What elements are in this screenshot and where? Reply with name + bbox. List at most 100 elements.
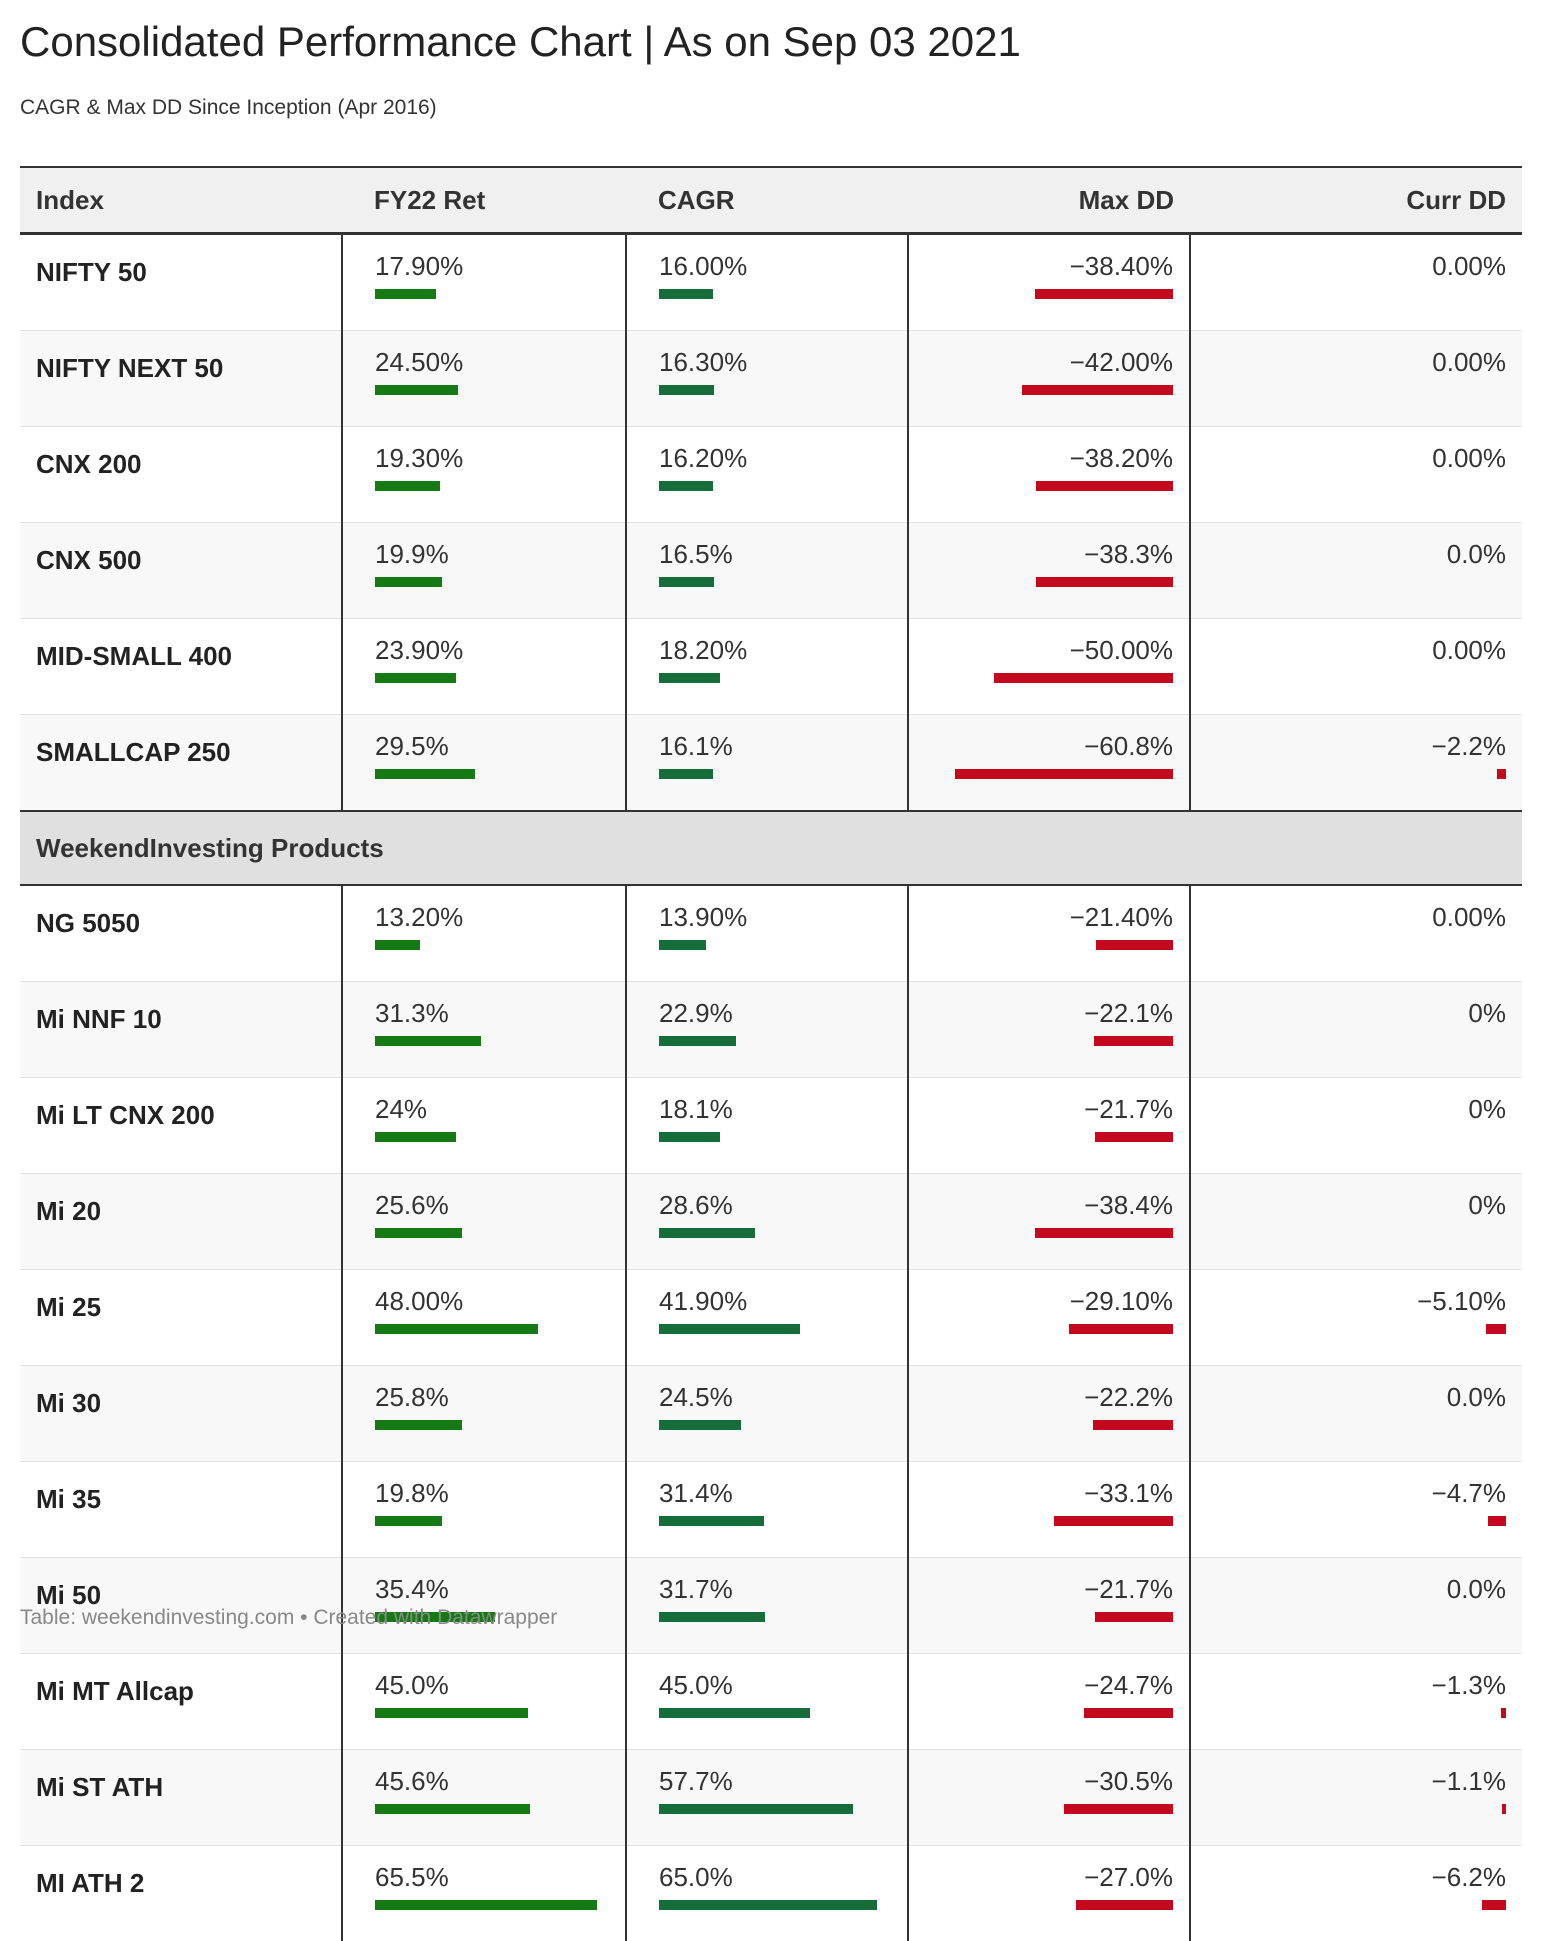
cagr-cell: 13.90% (626, 885, 908, 982)
column-header-index[interactable]: Index (20, 167, 342, 234)
cagr-bar (659, 577, 714, 587)
cagr-bar-track (659, 1708, 891, 1718)
cagr-bar (659, 1036, 736, 1046)
maxdd-cell: −30.5% (908, 1750, 1190, 1846)
column-header-fy22-ret[interactable]: FY22 Ret (342, 167, 626, 234)
currdd-cell: −4.7% (1190, 1462, 1522, 1558)
fy22-bar (375, 1228, 462, 1238)
currdd-value: −6.2% (1207, 1860, 1506, 1894)
cagr-cell: 65.0% (626, 1846, 908, 1941)
cagr-cell: 16.1% (626, 715, 908, 812)
currdd-bar (1482, 1900, 1506, 1910)
currdd-bar (1501, 1708, 1506, 1718)
cagr-bar-track (659, 1804, 891, 1814)
cagr-bar-track (659, 1324, 891, 1334)
maxdd-bar-track (925, 481, 1173, 491)
currdd-cell: −5.10% (1190, 1270, 1522, 1366)
maxdd-value: −21.40% (925, 900, 1173, 934)
index-name-cell: MID-SMALL 400 (20, 619, 342, 715)
cagr-bar (659, 769, 713, 779)
cagr-bar-track (659, 1516, 891, 1526)
fy22-cell: 48.00% (342, 1270, 626, 1366)
maxdd-cell: −21.7% (908, 1558, 1190, 1654)
column-header-max-dd[interactable]: Max DD (908, 167, 1190, 234)
fy22-value: 31.3% (375, 996, 609, 1030)
cagr-value: 16.30% (659, 345, 891, 379)
maxdd-bar-track (925, 1708, 1173, 1718)
index-name-cell: Mi MT Allcap (20, 1654, 342, 1750)
cagr-bar-track (659, 940, 891, 950)
currdd-value: −2.2% (1207, 729, 1506, 763)
column-header-cagr[interactable]: CAGR (626, 167, 908, 234)
index-name-cell: Mi 35 (20, 1462, 342, 1558)
currdd-cell: −6.2% (1190, 1846, 1522, 1941)
currdd-bar (1497, 769, 1506, 779)
cagr-cell: 18.20% (626, 619, 908, 715)
cagr-bar (659, 1420, 741, 1430)
maxdd-value: −60.8% (925, 729, 1173, 763)
cagr-bar (659, 1324, 800, 1334)
fy22-bar-track (375, 1900, 609, 1910)
currdd-bar-track (1207, 1612, 1506, 1622)
maxdd-bar-track (925, 673, 1173, 683)
currdd-value: 0.0% (1207, 537, 1506, 571)
cagr-cell: 45.0% (626, 1654, 908, 1750)
maxdd-value: −22.1% (925, 996, 1173, 1030)
fy22-bar-track (375, 1036, 609, 1046)
cagr-cell: 22.9% (626, 982, 908, 1078)
fy22-value: 24.50% (375, 345, 609, 379)
cagr-cell: 31.4% (626, 1462, 908, 1558)
column-header-curr-dd[interactable]: Curr DD (1190, 167, 1522, 234)
maxdd-cell: −60.8% (908, 715, 1190, 812)
maxdd-bar-track (925, 1324, 1173, 1334)
currdd-cell: 0.0% (1190, 1366, 1522, 1462)
cagr-cell: 57.7% (626, 1750, 908, 1846)
maxdd-bar (1036, 481, 1173, 491)
cagr-cell: 24.5% (626, 1366, 908, 1462)
currdd-cell: 0.0% (1190, 1558, 1522, 1654)
currdd-value: 0.00% (1207, 249, 1506, 283)
currdd-bar-track (1207, 1708, 1506, 1718)
fy22-cell: 31.3% (342, 982, 626, 1078)
fy22-cell: 23.90% (342, 619, 626, 715)
maxdd-bar (1054, 1516, 1173, 1526)
cagr-value: 18.1% (659, 1092, 891, 1126)
cagr-bar-track (659, 1420, 891, 1430)
maxdd-bar (1022, 385, 1173, 395)
currdd-bar-track (1207, 1420, 1506, 1430)
currdd-bar-track (1207, 1228, 1506, 1238)
fy22-value: 19.30% (375, 441, 609, 475)
fy22-bar (375, 1132, 456, 1142)
fy22-value: 65.5% (375, 1860, 609, 1894)
cagr-bar-track (659, 385, 891, 395)
maxdd-bar-track (925, 940, 1173, 950)
currdd-bar-track (1207, 1324, 1506, 1334)
fy22-value: 23.90% (375, 633, 609, 667)
currdd-value: 0.0% (1207, 1380, 1506, 1414)
maxdd-bar (994, 673, 1173, 683)
currdd-bar-track (1207, 1900, 1506, 1910)
maxdd-cell: −21.40% (908, 885, 1190, 982)
fy22-bar-track (375, 1804, 609, 1814)
maxdd-cell: −22.1% (908, 982, 1190, 1078)
currdd-bar-track (1207, 289, 1506, 299)
cagr-bar-track (659, 673, 891, 683)
currdd-bar-track (1207, 1036, 1506, 1046)
index-name-cell: Mi 20 (20, 1174, 342, 1270)
index-name-cell: CNX 200 (20, 427, 342, 523)
maxdd-cell: −42.00% (908, 331, 1190, 427)
index-name-cell: Mi LT CNX 200 (20, 1078, 342, 1174)
maxdd-value: −33.1% (925, 1476, 1173, 1510)
fy22-bar-track (375, 769, 609, 779)
fy22-value: 24% (375, 1092, 609, 1126)
cagr-bar-track (659, 1036, 891, 1046)
currdd-cell: −1.1% (1190, 1750, 1522, 1846)
fy22-bar (375, 1708, 528, 1718)
cagr-bar (659, 1612, 765, 1622)
currdd-bar-track (1207, 1804, 1506, 1814)
